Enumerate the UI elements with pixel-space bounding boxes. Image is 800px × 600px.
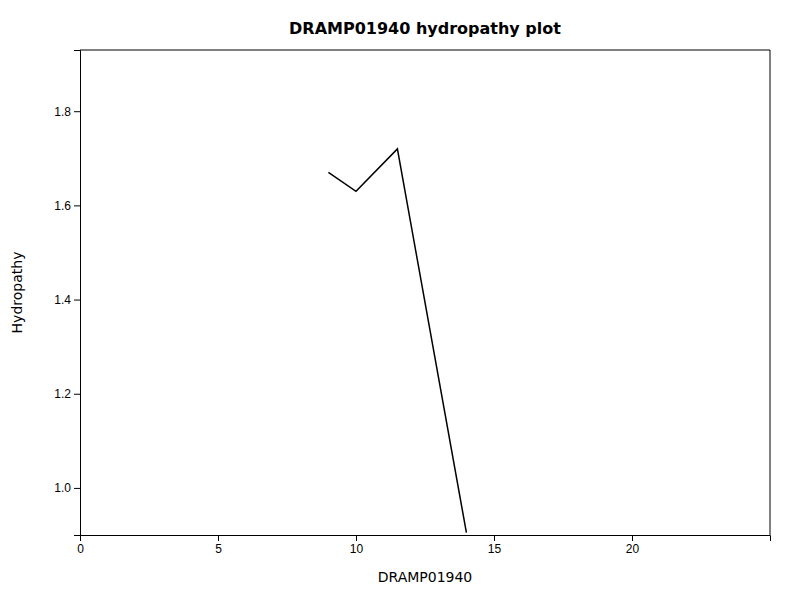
tick: 0 <box>77 535 84 556</box>
tick: 1.0 <box>54 481 80 495</box>
tick: 15 <box>488 535 502 556</box>
y-axis-title: Hydropathy <box>9 252 25 334</box>
tick-mark <box>74 111 80 112</box>
tick-label: 1.2 <box>54 387 71 401</box>
tick: 1.8 <box>54 105 80 119</box>
x-axis: 0 5 10 15 20 <box>77 535 770 556</box>
tick: 1.4 <box>54 293 80 307</box>
tick-label: 15 <box>488 542 502 556</box>
tick: 1.2 <box>54 387 80 401</box>
frame <box>770 50 771 535</box>
tick: 20 <box>626 535 640 556</box>
y-axis: 1.0 1.2 1.4 1.6 1.8 <box>54 51 80 536</box>
frame <box>80 50 770 51</box>
axis-line <box>74 51 81 536</box>
tick-label: 10 <box>350 542 364 556</box>
tick-mark <box>74 300 80 301</box>
title: DRAMP01940 hydropathy plot <box>289 19 561 38</box>
tick-label: 20 <box>626 542 640 556</box>
tick-label: 1.6 <box>54 199 71 213</box>
tick: 1.6 <box>54 199 80 213</box>
marks <box>328 149 466 533</box>
tick-mark <box>218 535 219 541</box>
tick: 5 <box>215 535 222 556</box>
tick-mark <box>74 394 80 395</box>
tick-mark <box>632 535 633 541</box>
tick-mark <box>356 535 357 541</box>
tick-mark <box>74 488 80 489</box>
tick-label: 1.8 <box>54 105 71 119</box>
tick-label: 1.4 <box>54 293 71 307</box>
tick-label: 5 <box>215 542 222 556</box>
plot-area: 0 5 10 15 20 1.0 1.2 1.4 1.6 1.8 <box>54 50 770 556</box>
chart: 0 5 10 15 20 1.0 1.2 1.4 1.6 1.8 DRAMP01940 hydrop… <box>0 0 800 600</box>
tick: 10 <box>350 535 364 556</box>
x-axis-title: DRAMP01940 <box>378 569 473 585</box>
tick-label: 0 <box>77 542 84 556</box>
axis-line <box>81 536 771 542</box>
tick-mark <box>494 535 495 541</box>
tick-label: 1.0 <box>54 481 71 495</box>
line <box>328 149 466 533</box>
tick-mark <box>74 205 80 206</box>
